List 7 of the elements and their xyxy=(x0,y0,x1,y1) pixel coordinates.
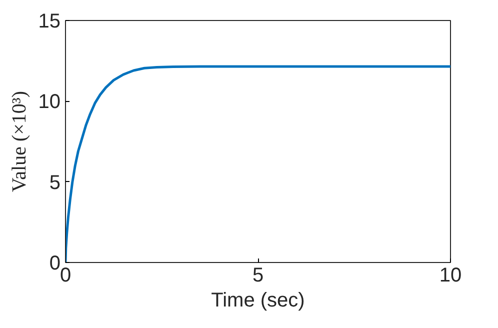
y-tick-label: 10 xyxy=(38,91,61,114)
x-tick-label: 5 xyxy=(252,264,264,286)
x-axis-title: Time (sec) xyxy=(211,290,305,312)
y-tick-label: 5 xyxy=(49,172,60,194)
y-tick-label: 15 xyxy=(38,10,61,32)
y-axis-title: Value (×10³) xyxy=(8,90,30,192)
x-tick-label: 10 xyxy=(439,264,462,286)
